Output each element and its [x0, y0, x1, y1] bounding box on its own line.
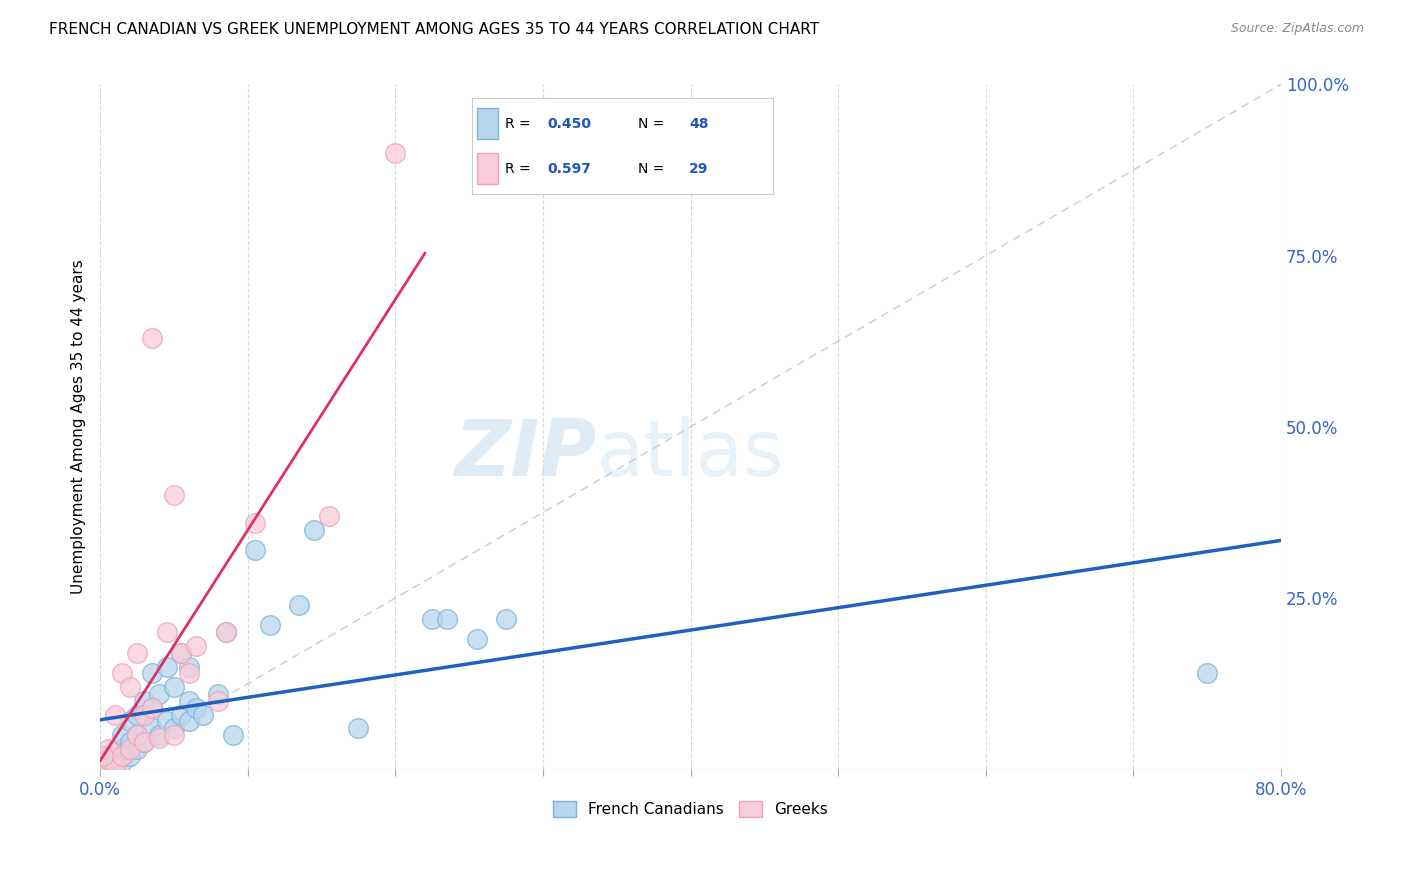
Point: [96, 756, 118, 770]
Point: [207, 687, 229, 701]
Point: [384, 145, 406, 160]
Point: [318, 508, 340, 523]
Point: [134, 694, 156, 708]
Legend: French Canadians, Greeks: French Canadians, Greeks: [547, 795, 834, 823]
Point: [177, 666, 200, 681]
Point: [104, 748, 127, 763]
Y-axis label: Unemployment Among Ages 35 to 44 years: Unemployment Among Ages 35 to 44 years: [72, 260, 86, 594]
Point: [193, 707, 215, 722]
Point: [118, 741, 141, 756]
Point: [214, 625, 236, 640]
Point: [118, 680, 141, 694]
Point: [141, 700, 163, 714]
Point: [170, 707, 193, 722]
Point: [91, 761, 114, 775]
Text: Source: ZipAtlas.com: Source: ZipAtlas.com: [1230, 22, 1364, 36]
Point: [436, 612, 458, 626]
Point: [118, 735, 141, 749]
Point: [177, 694, 200, 708]
Point: [214, 625, 236, 640]
Text: atlas: atlas: [596, 417, 783, 492]
Point: [1197, 666, 1219, 681]
Point: [104, 707, 127, 722]
Point: [134, 735, 156, 749]
Text: FRENCH CANADIAN VS GREEK UNEMPLOYMENT AMONG AGES 35 TO 44 YEARS CORRELATION CHAR: FRENCH CANADIAN VS GREEK UNEMPLOYMENT AM…: [49, 22, 820, 37]
Point: [89, 759, 111, 773]
Point: [111, 666, 134, 681]
Point: [96, 741, 118, 756]
Point: [347, 721, 370, 735]
Point: [111, 748, 134, 763]
Point: [104, 759, 127, 773]
Point: [177, 714, 200, 729]
Point: [420, 612, 443, 626]
Point: [134, 735, 156, 749]
Point: [495, 612, 517, 626]
Point: [125, 741, 148, 756]
Point: [141, 331, 163, 345]
Point: [141, 666, 163, 681]
Point: [89, 762, 111, 776]
Point: [288, 598, 311, 612]
Point: [134, 707, 156, 722]
Point: [125, 728, 148, 742]
Point: [170, 646, 193, 660]
Point: [243, 543, 266, 558]
Point: [93, 752, 115, 766]
Point: [111, 756, 134, 770]
Point: [111, 728, 134, 742]
Text: ZIP: ZIP: [454, 417, 596, 492]
Point: [184, 639, 207, 653]
Point: [96, 762, 118, 776]
Point: [118, 748, 141, 763]
Point: [148, 731, 170, 746]
Point: [141, 700, 163, 714]
Point: [170, 646, 193, 660]
Point: [111, 741, 134, 756]
Point: [141, 721, 163, 735]
Point: [222, 728, 245, 742]
Point: [91, 748, 114, 763]
Point: [104, 759, 127, 773]
Point: [177, 659, 200, 673]
Point: [184, 700, 207, 714]
Point: [96, 752, 118, 766]
Point: [163, 680, 186, 694]
Point: [163, 488, 186, 502]
Point: [118, 714, 141, 729]
Point: [155, 659, 177, 673]
Point: [89, 756, 111, 770]
Point: [243, 516, 266, 530]
Point: [125, 646, 148, 660]
Point: [155, 625, 177, 640]
Point: [148, 728, 170, 742]
Point: [163, 721, 186, 735]
Point: [259, 618, 281, 632]
Point: [163, 728, 186, 742]
Point: [155, 714, 177, 729]
Point: [465, 632, 488, 647]
Point: [125, 728, 148, 742]
Point: [148, 687, 170, 701]
Point: [125, 707, 148, 722]
Point: [302, 523, 325, 537]
Point: [207, 694, 229, 708]
Point: [89, 762, 111, 776]
